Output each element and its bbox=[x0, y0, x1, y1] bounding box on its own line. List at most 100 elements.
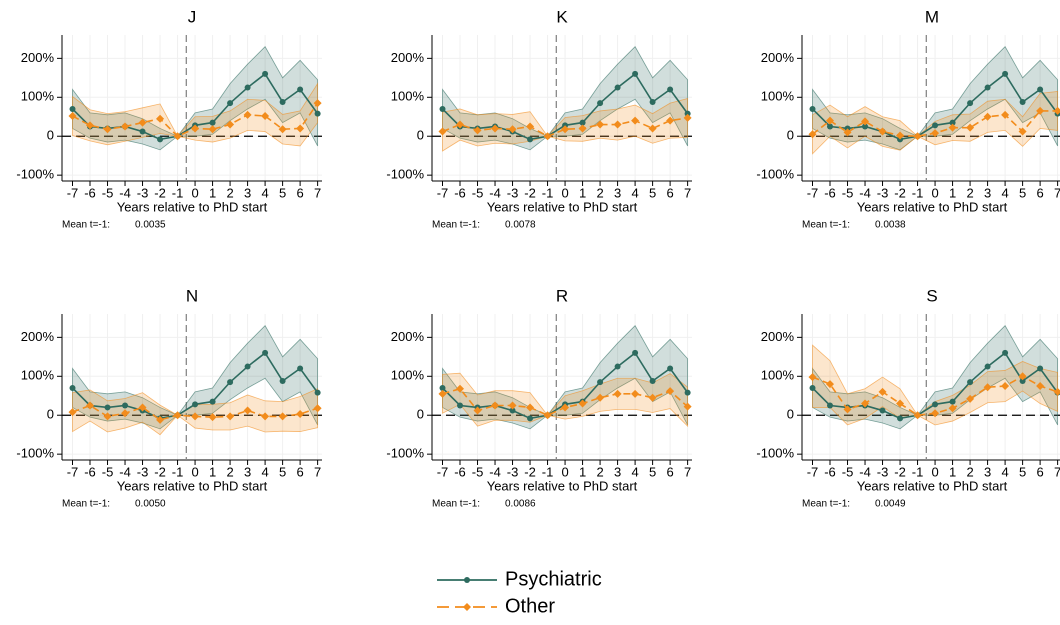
y-tick-label: 100% bbox=[21, 89, 55, 104]
x-axis-label: Years relative to PhD start bbox=[487, 199, 638, 214]
marker bbox=[121, 409, 130, 418]
x-tick-label: 2 bbox=[226, 464, 233, 479]
marker bbox=[508, 125, 517, 134]
x-tick-label: 4 bbox=[261, 464, 268, 479]
marker bbox=[1002, 70, 1009, 77]
y-tick-label: 100% bbox=[391, 368, 425, 383]
y-tick-label: 0 bbox=[787, 128, 794, 143]
confidence-band bbox=[812, 344, 1059, 426]
x-tick-label: -5 bbox=[102, 464, 114, 479]
x-tick-label: -2 bbox=[894, 185, 906, 200]
x-axis-label: Years relative to PhD start bbox=[857, 478, 1008, 493]
marker bbox=[439, 384, 446, 391]
marker bbox=[139, 128, 146, 135]
legend-label: Psychiatric bbox=[505, 568, 602, 590]
marker bbox=[561, 125, 570, 134]
marker bbox=[86, 401, 95, 410]
y-tick-label: -100% bbox=[16, 446, 54, 461]
marker bbox=[121, 122, 130, 131]
marker bbox=[526, 403, 535, 412]
marker bbox=[861, 117, 870, 126]
y-tick-label: 200% bbox=[21, 50, 55, 65]
marker bbox=[631, 116, 640, 125]
x-tick-label: 5 bbox=[649, 464, 656, 479]
x-tick-label: -5 bbox=[102, 185, 114, 200]
y-tick-label: 0 bbox=[47, 407, 54, 422]
panel-title: N bbox=[186, 286, 198, 305]
marker bbox=[227, 100, 234, 107]
x-tick-label: -7 bbox=[437, 464, 449, 479]
marker bbox=[279, 98, 286, 105]
marker bbox=[896, 131, 905, 140]
x-tick-label: 3 bbox=[614, 185, 621, 200]
marker bbox=[1053, 106, 1060, 115]
x-tick-label: -6 bbox=[84, 464, 96, 479]
marker bbox=[561, 403, 570, 412]
marker bbox=[491, 124, 500, 133]
x-tick-label: 0 bbox=[931, 185, 938, 200]
marker bbox=[843, 405, 852, 414]
marker bbox=[826, 380, 835, 389]
x-tick-label: 3 bbox=[244, 464, 251, 479]
marker bbox=[208, 125, 217, 134]
x-tick-label: 5 bbox=[279, 464, 286, 479]
marker bbox=[313, 404, 322, 413]
marker bbox=[191, 412, 200, 421]
marker bbox=[243, 110, 252, 119]
marker bbox=[438, 389, 447, 398]
marker bbox=[862, 123, 869, 130]
marker bbox=[69, 105, 76, 112]
x-tick-label: 0 bbox=[191, 185, 198, 200]
x-tick-label: -3 bbox=[137, 464, 149, 479]
y-tick-label: 200% bbox=[391, 50, 425, 65]
note-label: Mean t=-1: bbox=[432, 220, 480, 231]
marker bbox=[243, 406, 252, 415]
x-tick-label: 1 bbox=[949, 185, 956, 200]
confidence-band bbox=[442, 372, 689, 428]
y-tick-label: 0 bbox=[417, 407, 424, 422]
marker bbox=[86, 121, 95, 130]
marker bbox=[314, 389, 321, 396]
x-tick-label: 1 bbox=[579, 464, 586, 479]
series-line bbox=[442, 117, 688, 138]
marker bbox=[278, 125, 287, 134]
marker bbox=[1001, 110, 1010, 119]
x-tick-label: -5 bbox=[472, 185, 484, 200]
x-tick-label: -4 bbox=[489, 185, 501, 200]
marker bbox=[843, 128, 852, 137]
marker bbox=[879, 407, 886, 414]
x-tick-label: 0 bbox=[561, 185, 568, 200]
x-tick-label: 1 bbox=[209, 185, 216, 200]
marker bbox=[138, 118, 147, 127]
y-tick-label: 100% bbox=[761, 368, 795, 383]
marker bbox=[1018, 372, 1027, 381]
x-tick-label: -6 bbox=[454, 185, 466, 200]
marker bbox=[527, 136, 534, 143]
marker bbox=[808, 373, 817, 382]
marker bbox=[261, 111, 270, 120]
marker bbox=[808, 130, 817, 139]
panel-title: M bbox=[925, 7, 939, 26]
marker bbox=[244, 363, 251, 370]
marker bbox=[1037, 86, 1044, 93]
marker bbox=[244, 84, 251, 91]
note-value: 0.0050 bbox=[135, 499, 166, 510]
y-tick-label: 100% bbox=[21, 368, 55, 383]
marker bbox=[313, 99, 322, 108]
x-tick-label: -3 bbox=[877, 185, 889, 200]
legend-label: Other bbox=[505, 595, 555, 617]
y-tick-label: -100% bbox=[386, 167, 424, 182]
marker bbox=[156, 114, 165, 123]
marker bbox=[296, 410, 305, 419]
marker bbox=[173, 411, 182, 420]
marker bbox=[683, 402, 692, 411]
x-tick-label: 7 bbox=[314, 464, 321, 479]
marker bbox=[261, 412, 270, 421]
marker bbox=[913, 411, 922, 420]
y-tick-label: 0 bbox=[417, 128, 424, 143]
marker bbox=[684, 110, 691, 117]
x-tick-label: 2 bbox=[596, 464, 603, 479]
marker bbox=[984, 363, 991, 370]
x-tick-label: -6 bbox=[454, 464, 466, 479]
